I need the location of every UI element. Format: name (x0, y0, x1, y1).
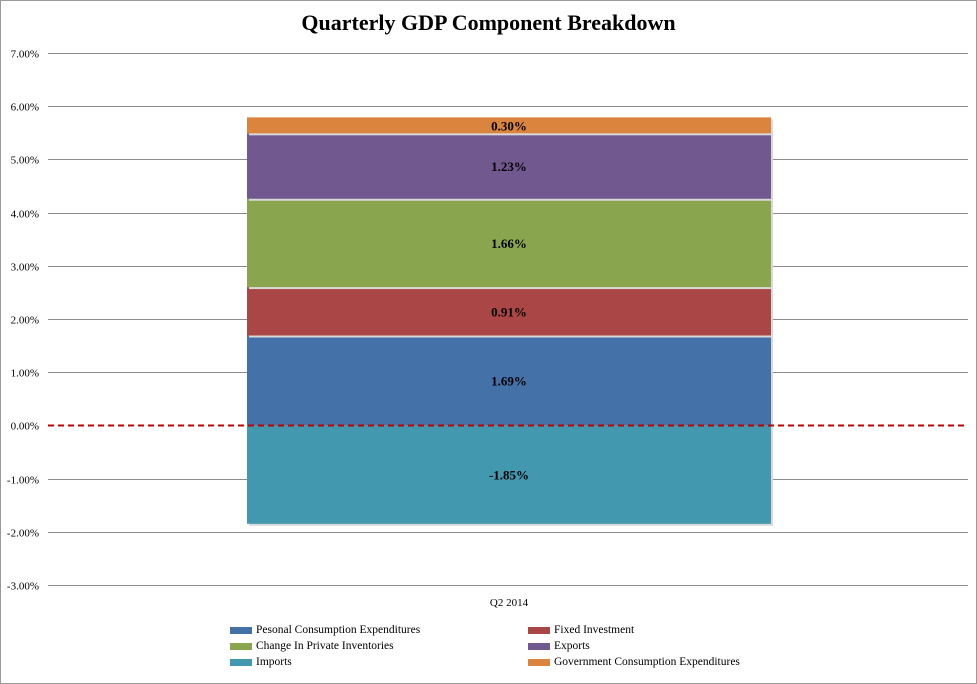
legend-swatch (528, 642, 550, 650)
legend-swatch (528, 626, 550, 634)
legend-item: Change In Private Inventories (230, 638, 528, 654)
legend-label: Imports (256, 656, 292, 668)
legend-label: Change In Private Inventories (256, 640, 394, 652)
legend-item: Pesonal Consumption Expenditures (230, 622, 528, 638)
y-tick-label: -2.00% (7, 528, 39, 540)
y-tick-label: 3.00% (11, 262, 39, 274)
bar-segment (247, 133, 771, 199)
data-label: 1.66% (491, 236, 527, 251)
bar-segment (247, 117, 771, 134)
legend-swatch (528, 658, 550, 666)
chart-legend: Pesonal Consumption Expenditures Fixed In… (230, 622, 830, 670)
y-tick-label: -3.00% (7, 581, 39, 593)
legend-swatch (230, 626, 252, 634)
bar-segment (247, 425, 771, 524)
bar-segment (247, 287, 771, 336)
y-tick-label: 6.00% (11, 102, 39, 114)
y-tick-label: -1.00% (7, 475, 39, 487)
legend-item: Fixed Investment (528, 622, 828, 638)
legend-item: Imports (230, 654, 528, 670)
y-tick-label: 4.00% (11, 209, 39, 221)
y-tick-label: 5.00% (11, 155, 39, 167)
data-label: 1.69% (491, 373, 527, 388)
bar-segment (247, 198, 771, 288)
legend-label: Government Consumption Expenditures (554, 656, 740, 668)
data-label: 0.30% (491, 118, 527, 133)
y-tick-label: 1.00% (11, 368, 39, 380)
bar-segment (247, 335, 771, 426)
data-label: 1.23% (491, 159, 527, 174)
y-tick-label: 7.00% (11, 49, 39, 61)
x-tick-label: Q2 2014 (490, 597, 529, 609)
legend-item: Government Consumption Expenditures (528, 654, 828, 670)
legend-label: Fixed Investment (554, 624, 635, 636)
chart-title: Quarterly GDP Component Breakdown (301, 10, 676, 35)
legend-swatch (230, 658, 252, 666)
legend-label: Pesonal Consumption Expenditures (256, 624, 421, 636)
data-label: 0.91% (491, 304, 527, 319)
data-label: -1.85% (489, 468, 529, 483)
legend-swatch (230, 642, 252, 650)
legend-item: Exports (528, 638, 828, 654)
legend-label: Exports (554, 640, 590, 652)
y-tick-label: 2.00% (11, 315, 39, 327)
y-tick-label: 0.00% (11, 421, 39, 433)
